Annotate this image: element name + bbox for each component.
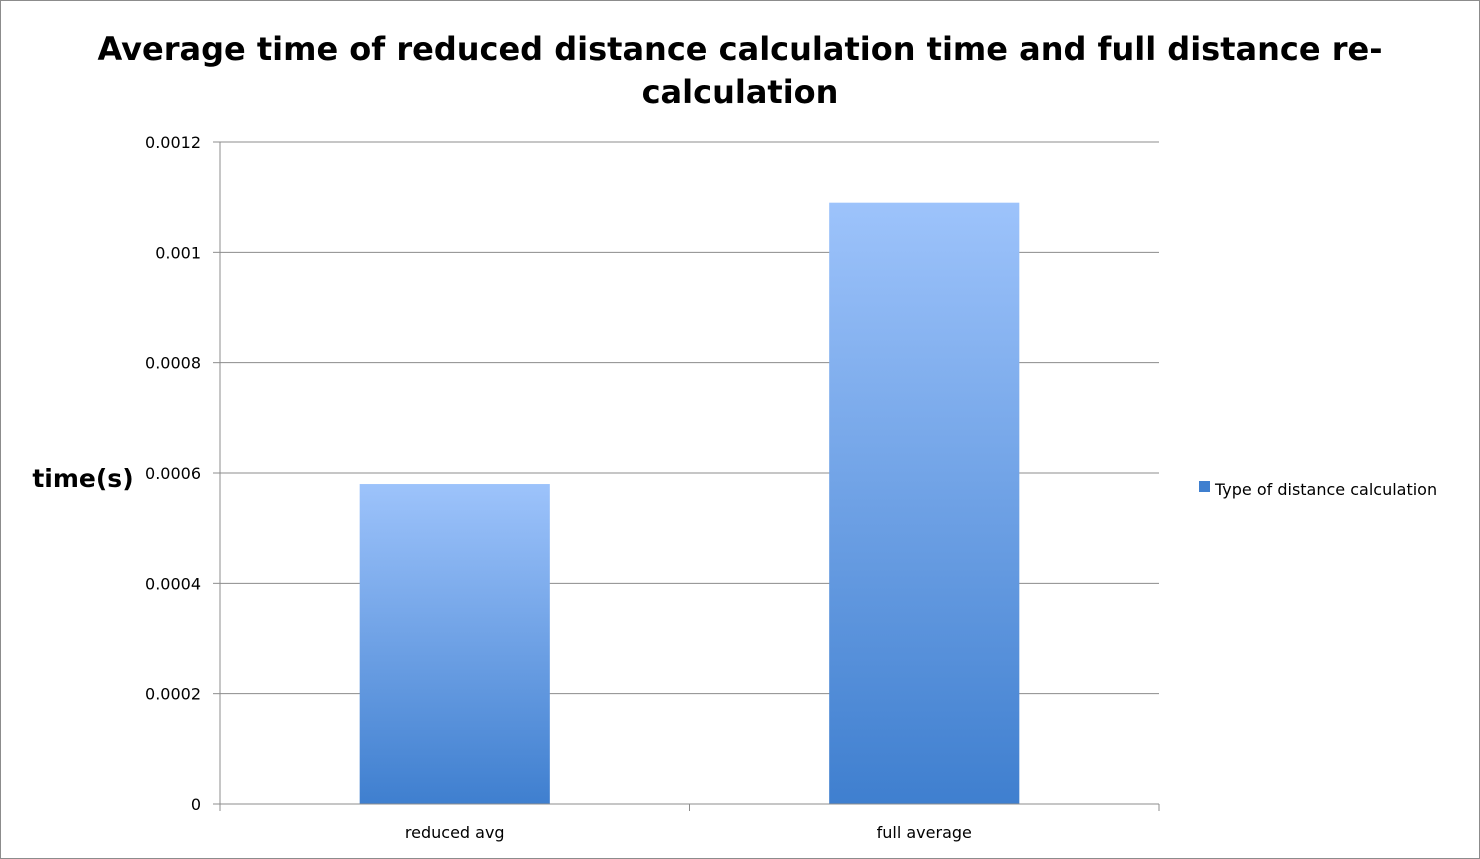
y-tick-label: 0.0008 [145, 354, 201, 373]
bar-1 [359, 484, 550, 804]
y-tick-label: 0.0002 [145, 685, 201, 704]
bars [359, 202, 1020, 804]
x-category-label: reduced avg [405, 823, 505, 842]
y-tick-label: 0 [191, 795, 201, 814]
chart-title-line-2: calculation [642, 73, 839, 111]
legend: Type of distance calculation [1199, 480, 1437, 499]
y-axis-ticks: 0 0.0002 0.0004 0.0006 0.0008 0.001 0.0012 [145, 133, 220, 814]
x-category-label: full average [877, 823, 972, 842]
y-tick-label: 0.0004 [145, 574, 201, 593]
y-tick-label: 0.0012 [145, 133, 201, 152]
x-axis-categories: reduced avg full average [405, 823, 972, 842]
chart-title-line-1: Average time of reduced distance calcula… [98, 30, 1383, 68]
legend-label: Type of distance calculation [1214, 480, 1437, 499]
y-tick-label: 0.001 [155, 243, 201, 262]
y-tick-label: 0.0006 [145, 464, 201, 483]
bar-2 [829, 202, 1020, 804]
y-axis-label: time(s) [32, 464, 133, 493]
legend-swatch [1199, 481, 1210, 492]
axes [219, 142, 1160, 811]
